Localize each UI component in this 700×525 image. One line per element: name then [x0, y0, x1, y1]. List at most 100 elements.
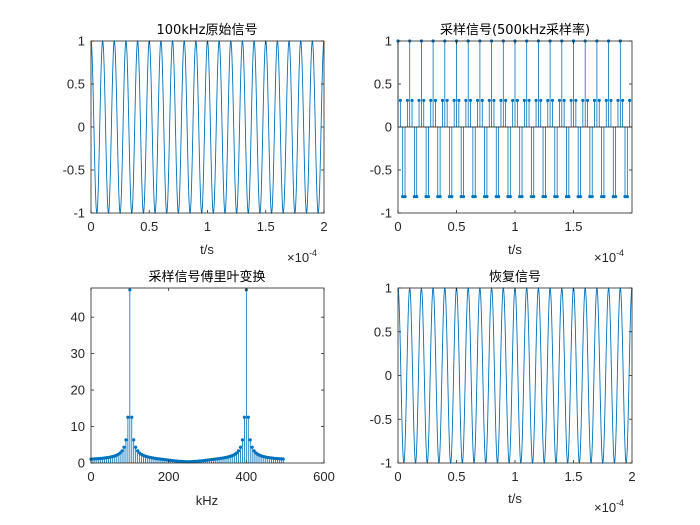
x-tick-label: 1.5: [564, 219, 582, 234]
x-tick-label: 600: [313, 469, 335, 484]
y-tick-label: 0.5: [374, 77, 392, 92]
spectrum-point: [132, 438, 136, 442]
sample-point: [473, 194, 477, 199]
panel2-x-multiplier: ×10-4: [594, 248, 624, 265]
sample-point: [401, 194, 405, 199]
spectrum-point: [128, 288, 132, 292]
sample-point: [447, 194, 452, 199]
sample-point: [611, 194, 615, 199]
y-tick-label: 1: [385, 34, 392, 49]
spectrum-point: [236, 449, 241, 453]
x-tick-label: 1: [511, 219, 518, 234]
y-tick-label: 0.5: [67, 77, 85, 92]
x-tick-label: 2: [320, 219, 327, 234]
x-tick-label: 1.5: [257, 219, 275, 234]
sample-point: [597, 98, 601, 103]
y-tick-label: 0: [385, 120, 392, 135]
spectrum-point: [118, 451, 122, 455]
x-tick-label: 2: [628, 469, 635, 484]
sample-point: [527, 98, 531, 103]
sample-point: [471, 194, 475, 199]
panel4-xlabel: t/s: [508, 491, 522, 506]
sample-point: [592, 98, 597, 103]
spectrum-point: [242, 415, 246, 419]
y-tick-label: 1: [385, 281, 392, 296]
panel2-title: 采样信号(500kHz采样率): [440, 22, 590, 38]
sample-point: [417, 98, 421, 103]
sample-point: [621, 98, 625, 103]
sample-point: [482, 194, 487, 199]
y-tick-label: -0.5: [63, 163, 85, 178]
sample-point: [602, 194, 606, 199]
panel-fourier-transform: 采样信号傅里叶变换 0 200 400 600 0 10 20 30 40 kHz: [71, 269, 335, 508]
sample-point: [543, 194, 548, 199]
sample-point: [625, 194, 629, 199]
panel4-title: 恢复信号: [489, 270, 541, 285]
sample-point: [628, 98, 632, 103]
sample-point: [590, 194, 594, 199]
sample-point: [539, 98, 543, 103]
x-tick-label: 400: [235, 469, 257, 484]
sample-point: [398, 98, 402, 103]
spectrum-point: [238, 445, 243, 449]
y-tick-label: -1: [380, 456, 392, 471]
sample-point: [520, 194, 524, 199]
sample-point: [480, 98, 484, 103]
sample-point: [475, 98, 480, 103]
sample-point: [405, 98, 409, 103]
sample-point: [614, 194, 618, 199]
sample-point: [461, 194, 466, 199]
sample-point: [557, 98, 562, 103]
sample-point: [452, 98, 456, 103]
sample-point: [534, 98, 538, 103]
panel-recovered-signal: 恢复信号 0 0.5 1 1.5 2 -1 -0.5 0 0.5 1 t/s ×10-4: [370, 270, 636, 515]
spectrum-point: [136, 449, 140, 453]
sample-point: [457, 98, 461, 103]
sample-point: [564, 194, 569, 199]
spectrum-point: [248, 438, 252, 442]
spectrum-point: [126, 415, 130, 419]
x-tick-label: 200: [158, 469, 180, 484]
sample-point: [445, 98, 449, 103]
y-tick-label: 20: [71, 383, 85, 398]
sample-point: [429, 98, 433, 103]
y-tick-label: 0: [78, 456, 85, 471]
x-tick-label: 0.5: [140, 219, 158, 234]
sample-point: [440, 98, 445, 103]
panel2-plot-area: [396, 39, 632, 199]
panel1-title: 100kHz原始信号: [157, 23, 258, 38]
sample-point: [426, 194, 431, 199]
sample-point: [576, 194, 580, 199]
x-tick-label: 0: [87, 469, 94, 484]
panel4-ticks: 0 0.5 1 1.5 2 -1 -0.5 0 0.5 1: [370, 281, 636, 485]
sample-point: [522, 98, 526, 103]
spectrum-point: [281, 457, 285, 461]
sample-point: [604, 98, 608, 103]
y-tick-label: 30: [71, 346, 85, 361]
sample-point: [616, 98, 620, 103]
sample-point: [504, 98, 508, 103]
sample-point: [515, 98, 519, 103]
x-tick-label: 0.5: [447, 469, 465, 484]
sample-point: [506, 194, 510, 199]
sample-point: [508, 194, 512, 199]
spectrum-point: [130, 415, 134, 419]
spectrum-point: [252, 449, 256, 453]
y-tick-label: -0.5: [370, 412, 392, 427]
sample-point: [450, 194, 454, 199]
spectrum-point: [250, 445, 254, 449]
sample-point: [574, 98, 578, 103]
panel3-title: 采样信号傅里叶变换: [148, 269, 265, 285]
panel3-xlabel: kHz: [196, 493, 218, 508]
panel4-x-multiplier: ×10-4: [594, 498, 624, 515]
sample-point: [487, 98, 491, 103]
sample-point: [555, 194, 559, 199]
panel3-ticks: 0 200 400 600 0 10 20 30 40: [71, 288, 335, 484]
x-tick-label: 0.5: [447, 219, 465, 234]
sample-point: [459, 194, 463, 199]
panel2-ticks: 0 0.5 1 1.5 -1 -0.5 0 0.5 1: [370, 34, 632, 234]
sample-point: [497, 194, 501, 199]
x-tick-label: 0: [87, 219, 94, 234]
sample-point: [567, 194, 571, 199]
panel2-xlabel: t/s: [508, 242, 522, 257]
